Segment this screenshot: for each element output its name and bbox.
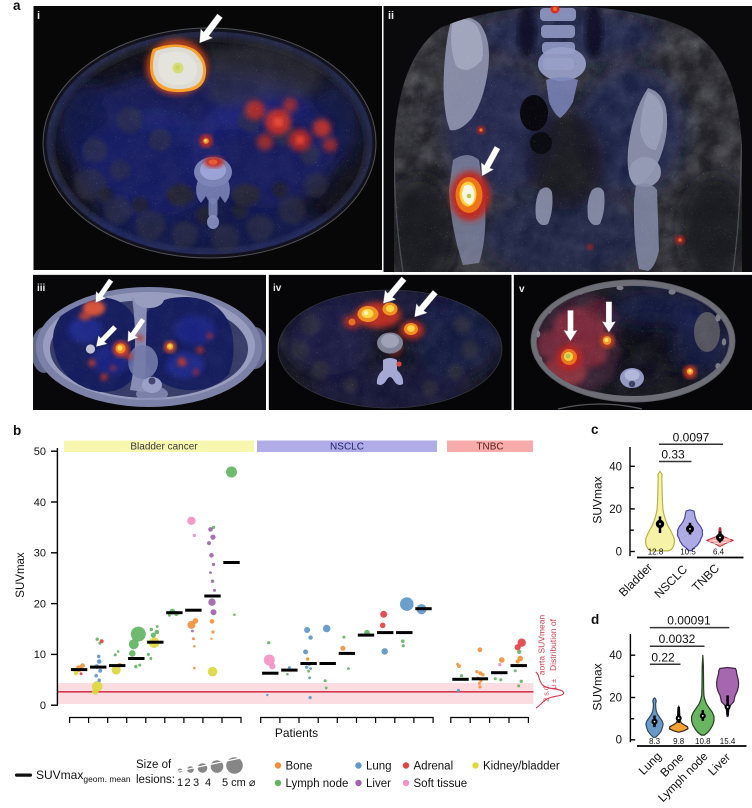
svg-text:0: 0 [616,546,622,558]
svg-text:8.3: 8.3 [649,737,661,746]
svg-text:Soft tissue: Soft tissue [414,778,468,790]
svg-text:SUVmax: SUVmax [591,663,605,710]
svg-text:20: 20 [609,692,622,704]
svg-text:10.5: 10.5 [680,548,696,557]
svg-text:Size of: Size of [136,759,172,771]
svg-text:SUVmax: SUVmax [591,476,605,523]
svg-text:5 cm ⌀: 5 cm ⌀ [222,777,256,789]
svg-text:0.00091: 0.00091 [667,614,711,628]
svg-text:SUVmax: SUVmax [15,552,27,598]
svg-text:40: 40 [609,461,622,473]
svg-text:i: i [37,10,40,22]
svg-text:1: 1 [177,777,183,789]
svg-text:6.4: 6.4 [713,548,725,557]
svg-text:d: d [591,612,599,627]
svg-text:Liver: Liver [705,750,733,778]
svg-text:Lymph node: Lymph node [286,778,349,790]
svg-text:20: 20 [609,504,622,516]
svg-text:Kidney/bladder: Kidney/bladder [483,761,560,773]
svg-text:TNBC: TNBC [476,442,503,453]
svg-text:iv: iv [273,283,282,294]
svg-text:0.0032: 0.0032 [659,632,696,646]
svg-text:40: 40 [34,497,46,509]
svg-text:0.33: 0.33 [661,448,685,462]
svg-text:SUVmaxgeom. mean: SUVmaxgeom. mean [36,768,131,784]
svg-text:0: 0 [616,735,622,747]
svg-text:TNBC: TNBC [689,561,722,594]
svg-text:aorta SUVmean: aorta SUVmean [537,614,547,675]
svg-text:15.4: 15.4 [720,737,736,746]
svg-text:Patients: Patients [275,726,318,740]
svg-text:a: a [13,0,21,13]
svg-text:Lung: Lung [366,761,392,773]
svg-text:Liver: Liver [366,778,391,790]
svg-text:NSCLC: NSCLC [651,562,690,601]
svg-text:lesions:: lesions: [136,774,175,786]
svg-text:Bladder: Bladder [616,560,655,599]
svg-text:50: 50 [34,446,46,458]
svg-text:Distribution of: Distribution of [548,618,558,671]
svg-text:10: 10 [34,649,46,661]
svg-text:20: 20 [34,598,46,610]
svg-text:3: 3 [193,777,199,789]
svg-text:c: c [591,422,599,437]
svg-text:iii: iii [37,283,46,294]
svg-text:v: v [519,284,525,295]
svg-text:Bladder cancer: Bladder cancer [130,442,198,453]
svg-text:b: b [13,423,21,438]
svg-text:NSCLC: NSCLC [330,442,364,453]
svg-text:Adrenal: Adrenal [414,761,454,773]
svg-text:9.8: 9.8 [673,737,685,746]
svg-text:30: 30 [34,548,46,560]
svg-text:10.8: 10.8 [695,737,711,746]
svg-text:μ ±: μ ± [549,679,558,689]
svg-text:ii: ii [388,10,394,22]
svg-text:12.8: 12.8 [648,548,664,557]
svg-text:4: 4 [205,777,211,789]
svg-text:0.22: 0.22 [651,650,675,664]
svg-text:40: 40 [609,650,622,662]
svg-text:2: 2 [185,777,191,789]
svg-text:Bone: Bone [286,761,313,773]
svg-text:0: 0 [40,700,46,712]
svg-text:0.0097: 0.0097 [673,430,710,444]
